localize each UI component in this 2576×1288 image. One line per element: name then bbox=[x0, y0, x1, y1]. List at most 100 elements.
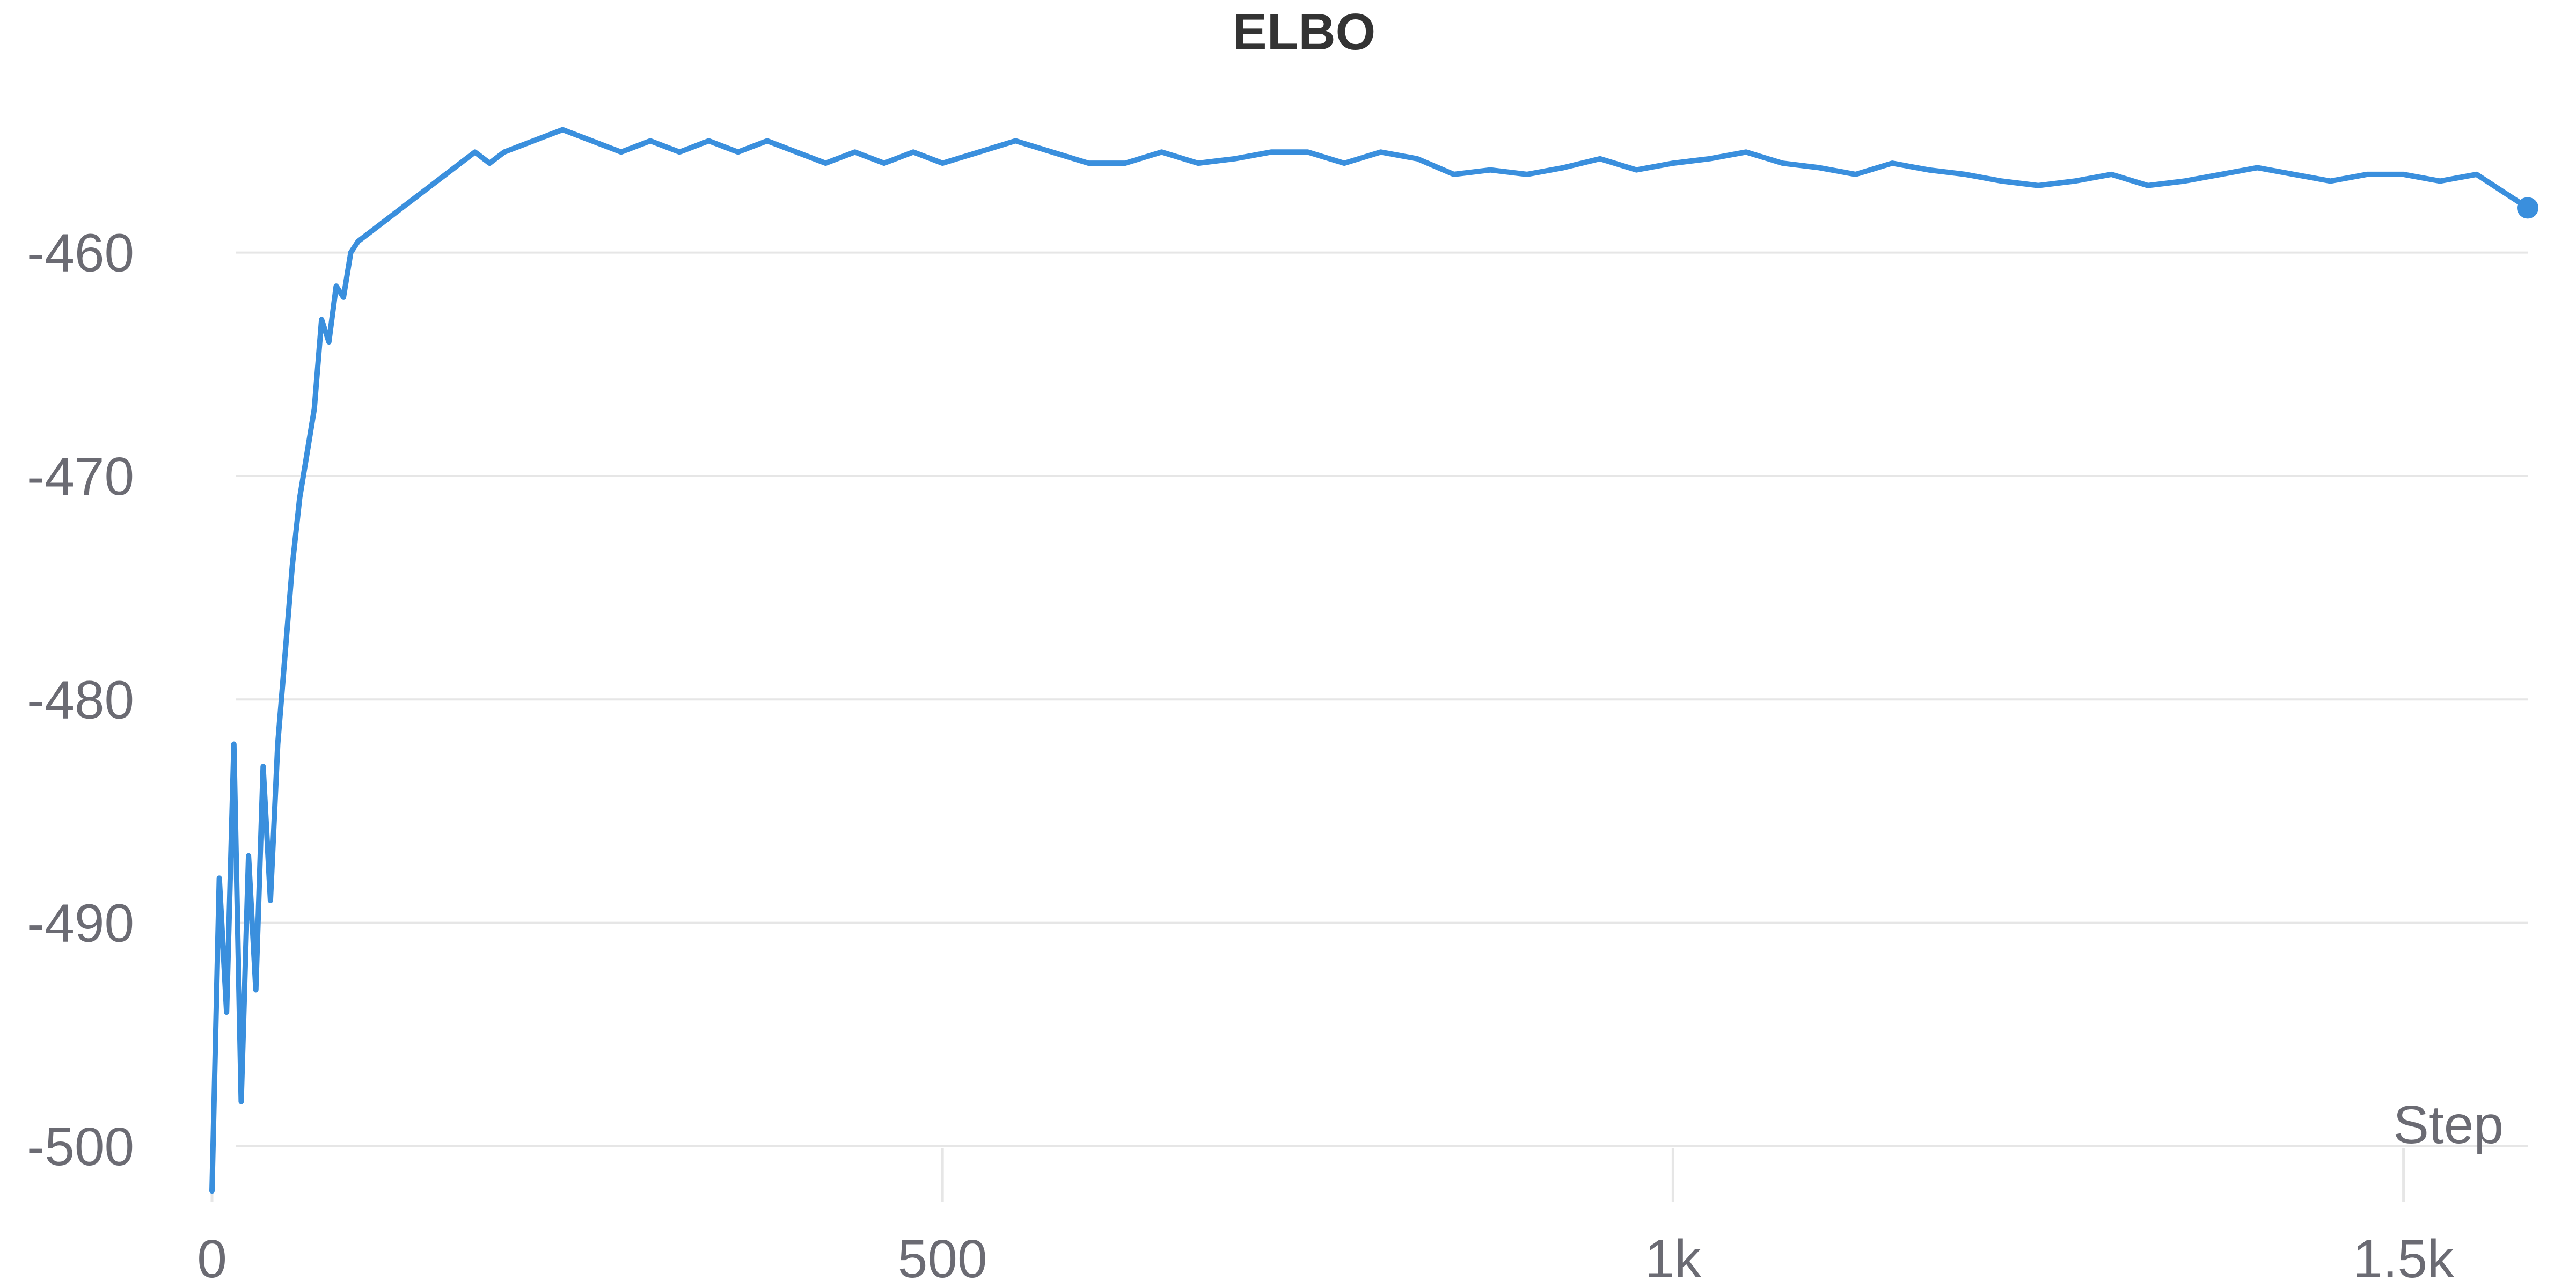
elbo-data-point bbox=[2474, 172, 2479, 177]
elbo-data-point bbox=[619, 150, 624, 155]
last-point-marker bbox=[2517, 197, 2538, 219]
elbo-series-line bbox=[209, 127, 2530, 1194]
elbo-data-point bbox=[1415, 156, 1419, 161]
elbo-data-point bbox=[290, 563, 295, 568]
elbo-data-point bbox=[706, 138, 711, 143]
elbo-data-point bbox=[1232, 156, 1237, 161]
elbo-data-point bbox=[348, 250, 353, 255]
elbo-data-point bbox=[2255, 165, 2260, 170]
elbo-data-point bbox=[370, 228, 375, 232]
elbo-data-point bbox=[1780, 161, 1785, 166]
elbo-data-point bbox=[1342, 161, 1346, 166]
elbo-data-point bbox=[1926, 167, 1931, 172]
y-tick-labels: -460 -470 -480 -490 -500 bbox=[27, 223, 134, 1177]
elbo-data-point bbox=[2073, 179, 2077, 184]
elbo-data-point bbox=[1305, 150, 1310, 155]
elbo-data-point bbox=[677, 150, 682, 155]
elbo-data-point bbox=[487, 161, 492, 166]
elbo-data-point bbox=[940, 161, 945, 166]
elbo-data-point bbox=[2109, 172, 2114, 177]
elbo-data-point bbox=[326, 340, 331, 345]
grid-layer bbox=[210, 251, 2528, 1202]
elbo-data-point bbox=[356, 239, 361, 244]
elbo-data-point bbox=[911, 150, 916, 155]
elbo-data-point bbox=[2401, 172, 2406, 177]
elbo-data-point bbox=[1525, 172, 1529, 177]
elbo-data-point bbox=[765, 138, 770, 143]
elbo-data-point bbox=[239, 1099, 244, 1104]
elbo-data-point bbox=[253, 987, 258, 992]
elbo-data-point bbox=[385, 217, 390, 222]
elbo-data-point bbox=[531, 138, 536, 143]
y-tick-label: -470 bbox=[27, 447, 134, 507]
elbo-data-point bbox=[1707, 156, 1712, 161]
elbo-data-point bbox=[736, 150, 741, 155]
elbo-data-point bbox=[1013, 138, 1018, 143]
elbo-data-point bbox=[1123, 161, 1128, 166]
elbo-data-point bbox=[304, 451, 309, 456]
elbo-data-point bbox=[977, 150, 982, 155]
elbo-data-point bbox=[473, 150, 478, 155]
x-tick-labels: 0 500 1k 1.5k bbox=[197, 1229, 2455, 1288]
y-tick-label: -500 bbox=[27, 1117, 134, 1177]
elbo-data-point bbox=[794, 150, 799, 155]
elbo-data-point bbox=[1634, 167, 1639, 172]
elbo-data-point bbox=[297, 496, 302, 501]
x-tick-label: 500 bbox=[898, 1229, 987, 1288]
elbo-data-point bbox=[589, 138, 594, 143]
elbo-data-point bbox=[261, 764, 266, 769]
x-tick-label: 1.5k bbox=[2353, 1229, 2455, 1288]
elbo-data-point bbox=[2438, 179, 2442, 184]
elbo-data-point bbox=[275, 742, 280, 747]
elbo-data-point bbox=[2182, 179, 2187, 184]
elbo-data-point bbox=[1890, 161, 1894, 166]
elbo-data-point bbox=[1159, 150, 1164, 155]
elbo-data-point bbox=[231, 742, 236, 747]
elbo-data-point bbox=[1744, 150, 1748, 155]
elbo-data-point bbox=[1561, 165, 1566, 170]
elbo-data-point bbox=[268, 898, 273, 903]
elbo-data-point bbox=[1488, 167, 1493, 172]
elbo-data-point bbox=[823, 161, 828, 166]
x-axis-title: Step bbox=[2393, 1095, 2504, 1155]
elbo-data-point bbox=[2036, 183, 2040, 188]
elbo-data-point bbox=[502, 150, 507, 155]
chart-title: ELBO bbox=[1233, 3, 1376, 61]
elbo-data-point bbox=[2328, 179, 2333, 184]
elbo-data-point bbox=[1378, 150, 1383, 155]
elbo-data-point bbox=[1452, 172, 1457, 177]
elbo-data-point bbox=[648, 138, 653, 143]
elbo-data-point bbox=[560, 127, 565, 132]
y-tick-label: -460 bbox=[27, 223, 134, 283]
elbo-data-point bbox=[334, 284, 339, 289]
y-tick-label: -490 bbox=[27, 894, 134, 954]
elbo-data-point bbox=[1086, 161, 1091, 166]
y-tick-label: -480 bbox=[27, 670, 134, 730]
elbo-data-point bbox=[882, 161, 887, 166]
elbo-data-point bbox=[1853, 172, 1858, 177]
elbo-data-point bbox=[319, 317, 324, 322]
elbo-data-point bbox=[2365, 172, 2369, 177]
elbo-data-point bbox=[443, 172, 448, 177]
elbo-data-point bbox=[1269, 150, 1274, 155]
elbo-data-point bbox=[852, 150, 857, 155]
elbo-data-point bbox=[429, 183, 434, 188]
x-tick-label: 1k bbox=[1645, 1229, 1702, 1288]
elbo-data-point bbox=[399, 206, 404, 210]
elbo-data-point bbox=[217, 876, 222, 881]
x-tick-label: 0 bbox=[197, 1229, 227, 1288]
elbo-data-point bbox=[458, 161, 463, 166]
elbo-data-point bbox=[1598, 156, 1602, 161]
elbo-data-point bbox=[1050, 150, 1055, 155]
elbo-data-point bbox=[2219, 172, 2223, 177]
series-layer bbox=[209, 127, 2538, 1194]
elbo-data-point bbox=[2146, 183, 2150, 188]
elbo-data-point bbox=[414, 194, 419, 199]
elbo-data-point bbox=[2292, 172, 2296, 177]
elbo-data-point bbox=[1671, 161, 1675, 166]
elbo-data-point bbox=[1817, 165, 1821, 170]
elbo-data-point bbox=[283, 653, 288, 657]
elbo-data-point bbox=[246, 853, 251, 858]
elbo-data-point bbox=[1196, 161, 1201, 166]
